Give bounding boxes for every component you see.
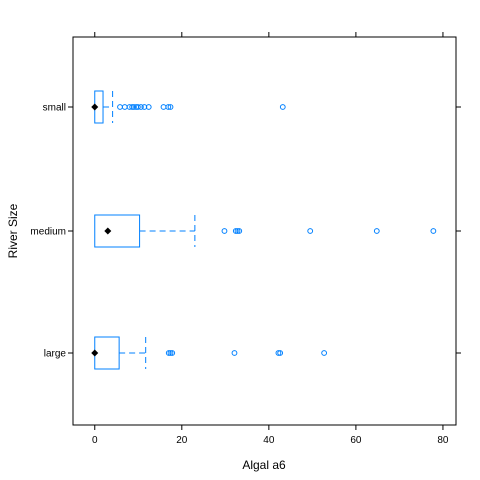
outlier-point [234,228,241,234]
outlier-point [279,104,286,110]
x-tick-label: 0 [92,435,98,446]
outlier-point [145,104,152,110]
outlier-point [430,228,437,234]
outlier-point [169,350,176,356]
median-marker [91,349,99,357]
y-tick-label: large [44,349,67,360]
outlier-point [275,350,282,356]
outlier-point [129,104,136,110]
outlier-point [167,104,174,110]
axis-ticks: 0 20 40 60 80 large medium small [30,32,461,446]
outlier-point [232,228,239,234]
outlier-point [167,350,174,356]
box-group-large [91,336,328,370]
outlier-point [307,228,314,234]
box-group-small [91,90,286,124]
outlier-point [131,104,137,110]
y-tick-label: small [43,103,66,114]
outlier-point [277,350,284,356]
median-marker [91,103,99,111]
outlier-point [160,104,167,110]
box-group-medium [94,214,437,248]
outlier-point [137,104,144,110]
outlier-point [121,104,128,110]
outlier-point [373,228,380,234]
box-large [94,336,120,370]
outlier-point [165,104,172,110]
plot-frame [72,36,457,426]
y-axis-label: River Size [6,203,20,258]
outlier-point [117,104,123,110]
boxes [91,90,437,370]
outlier-point [321,350,328,356]
outlier-point [134,104,141,110]
box-medium [94,214,141,248]
median-marker [104,227,112,235]
x-tick-label: 20 [176,435,188,446]
x-tick-label: 80 [437,435,449,446]
x-tick-label: 60 [350,435,362,446]
x-tick-label: 40 [263,435,275,446]
outlier-point [221,228,228,234]
outlier-point [231,350,238,356]
outlier-point [165,350,172,356]
x-axis-label: Algal a6 [242,458,286,472]
outlier-point [236,228,243,234]
y-tick-label: medium [30,227,66,238]
